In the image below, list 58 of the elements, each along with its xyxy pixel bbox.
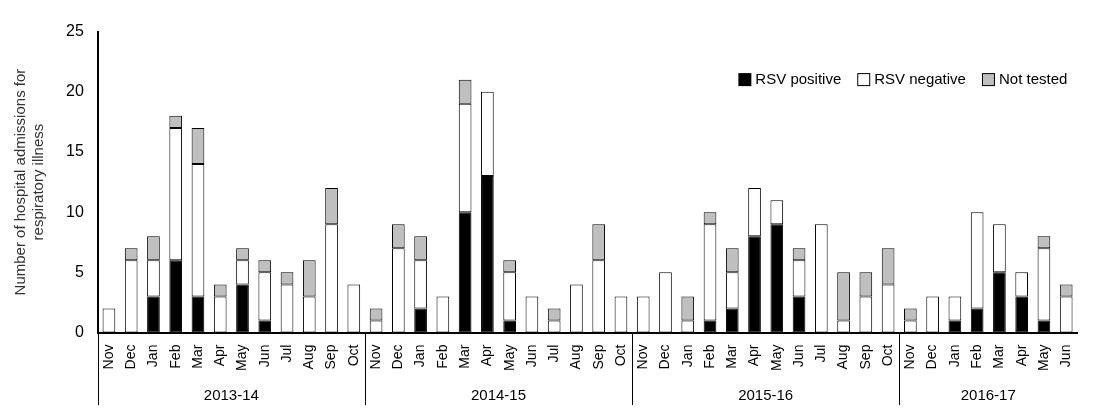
x-tick-label: Feb [968,344,985,369]
x-tick-label: Jun [522,344,539,368]
y-tick-label: 0 [74,322,84,340]
x-tick-label: Sep [856,344,873,370]
x-tick-label: Oct [344,344,361,367]
x-tick-label: Jan [411,344,428,368]
x-tick-label: Jul [812,344,829,363]
y-tick-label: 25 [66,22,84,40]
x-tick-label: Apr [1012,344,1029,367]
x-tick-label: Nov [634,344,651,370]
x-tick-label: Aug [567,344,584,370]
text: 2015-16 [738,385,794,403]
x-tick-label: Aug [300,344,317,370]
x-tick-label: Feb [433,344,450,369]
x-tick-label: Dec [122,344,139,370]
x-tick-label: Nov [901,344,918,370]
x-tick-label: Jul [277,344,294,363]
x-tick-label: Dec [389,344,406,370]
x-tick-label: Oct [611,344,628,367]
x-tick-label: Jan [945,344,962,368]
x-tick-label: Sep [322,344,339,370]
x-tick-label: Jan [144,344,161,368]
x-tick-label: Sep [589,344,606,370]
legend-label: RSV negative [874,69,966,87]
x-tick-label: Feb [700,344,717,369]
x-tick-label: Mar [188,344,205,369]
y-tick-label: 20 [66,82,84,100]
legend-label: Not tested [998,69,1068,87]
x-tick-label: Apr [211,344,228,367]
y-tick-label: 10 [66,202,84,220]
text: 2016-17 [960,385,1016,403]
x-tick-label: Dec [923,344,940,370]
x-tick-label: Mar [455,344,472,369]
x-tick-label: May [233,344,250,371]
y-axis-title: Number of hospital admissions for respiratory illness [11,68,47,296]
x-tick-label: Feb [166,344,183,369]
x-tick-label: Apr [745,344,762,367]
x-tick-label: Jun [1057,344,1074,368]
text: 2013-14 [203,385,259,403]
x-tick-label: May [500,344,517,371]
text: 2014-15 [470,385,527,403]
x-tick-label: Nov [99,344,116,370]
x-tick-label: Jun [255,344,272,368]
x-tick-label: Aug [834,344,851,370]
x-tick-label: Jul [545,344,562,363]
x-tick-label: Dec [656,344,673,370]
x-tick-label: Jun [789,344,806,368]
legend-label: RSV positive [755,69,842,87]
x-tick-label: Jan [678,344,695,368]
x-tick-label: May [767,344,784,371]
x-tick-label: Mar [990,344,1007,369]
y-tick-label: 15 [66,142,84,160]
x-tick-label: Nov [366,344,383,370]
x-tick-label: May [1034,344,1051,371]
y-tick-label: 5 [74,262,84,280]
x-tick-label: Oct [878,344,895,367]
x-tick-label: Mar [723,344,740,369]
x-tick-label: Apr [478,344,495,367]
